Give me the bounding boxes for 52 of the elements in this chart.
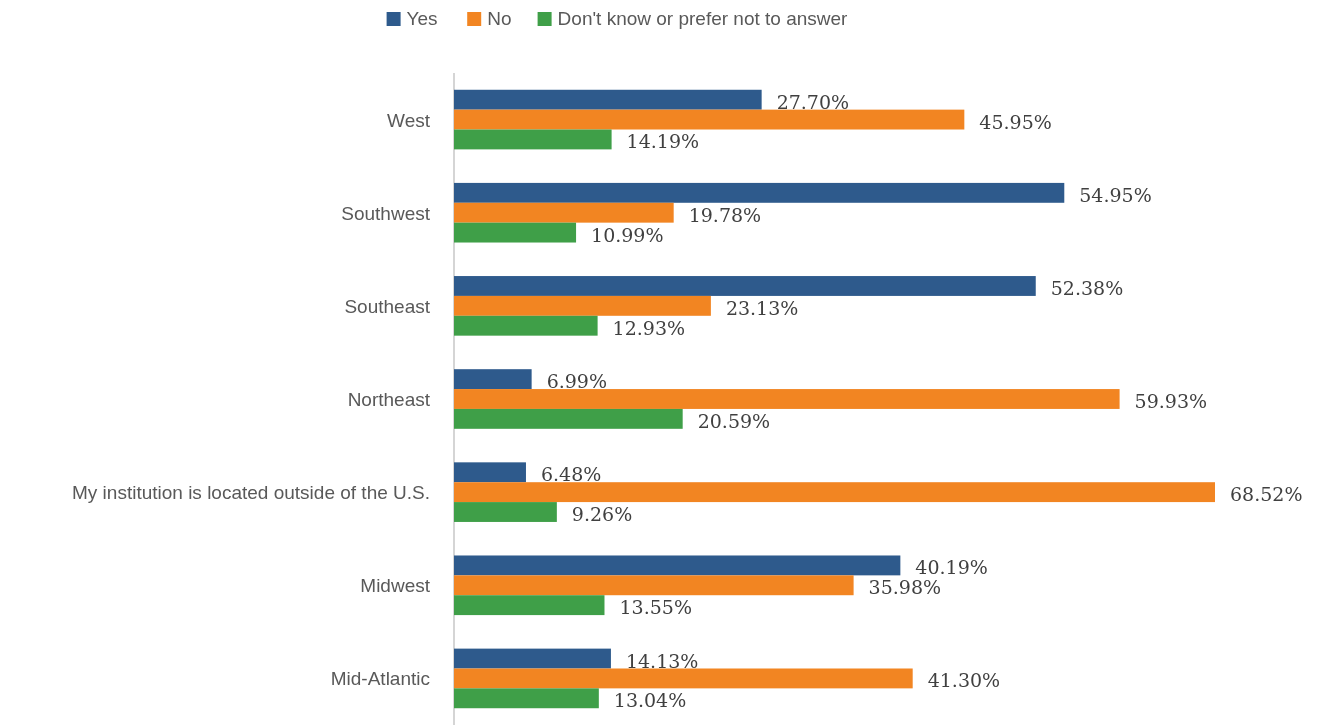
bar: [454, 502, 557, 522]
legend-label: No: [487, 8, 512, 29]
y-tick-label: West: [387, 109, 431, 131]
bar: [454, 129, 612, 150]
bar: [454, 182, 1065, 203]
bar: [454, 595, 605, 616]
bar: [454, 482, 1215, 503]
bar: [454, 369, 532, 390]
data-label: 10.99%: [591, 223, 664, 246]
bar: [454, 668, 913, 689]
y-tick-label: Northeast: [347, 389, 431, 410]
data-label: 6.48%: [540, 463, 602, 486]
data-label: 27.70%: [776, 90, 850, 113]
bar: [454, 202, 674, 223]
data-label: 35.98%: [868, 576, 942, 599]
y-tick-label: Midwest: [360, 575, 431, 597]
data-label: 13.55%: [619, 596, 692, 619]
bar: [454, 276, 1036, 296]
y-tick-label: Mid-Atlantic: [330, 668, 430, 690]
data-label: 20.59%: [697, 409, 771, 432]
data-label: 6.99%: [546, 370, 607, 393]
data-label: 52.38%: [1050, 276, 1124, 299]
y-tick-label: Southwest: [341, 202, 431, 224]
bar: [454, 575, 854, 596]
bar: [454, 389, 1120, 409]
bar: [454, 222, 577, 243]
bar: [454, 89, 762, 110]
bar: [454, 462, 526, 483]
data-label: 13.04%: [613, 689, 687, 712]
data-label: 9.26%: [571, 503, 633, 526]
bar: [454, 408, 683, 429]
data-label: 54.95%: [1079, 183, 1152, 206]
legend-label: Don't know or prefer not to answer: [557, 8, 849, 29]
bar: [454, 315, 598, 336]
data-label: 45.95%: [979, 110, 1052, 133]
y-tick-label: My institution is located outside of the U.S.: [71, 482, 430, 504]
data-label: 23.13%: [725, 296, 799, 319]
data-label: 41.30%: [927, 669, 1001, 692]
data-label: 59.93%: [1134, 390, 1208, 412]
y-tick-label: Southeast: [344, 295, 431, 317]
data-label: 12.93%: [612, 316, 686, 339]
data-label: 19.78%: [688, 203, 762, 226]
legend-label: Yes: [406, 8, 438, 29]
data-label: 14.13%: [625, 649, 699, 672]
bar: [454, 648, 611, 669]
bar: [454, 295, 711, 316]
bar: [454, 688, 599, 709]
data-label: 14.19%: [626, 130, 700, 153]
bar: [454, 555, 901, 576]
bar: [454, 109, 965, 130]
data-label: 40.19%: [915, 556, 988, 579]
data-label: 68.52%: [1230, 483, 1303, 506]
